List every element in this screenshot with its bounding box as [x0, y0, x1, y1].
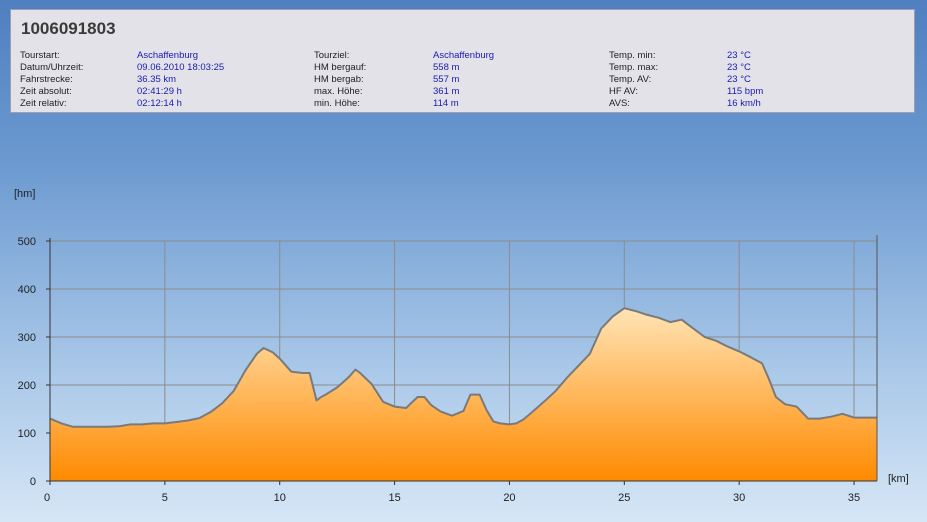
altitude-area: [50, 308, 877, 481]
y-tick-label: 0: [30, 476, 36, 488]
y-tick-label: 100: [18, 428, 36, 440]
altitude-line: [49, 307, 877, 428]
info-value: 115 bpm: [727, 86, 764, 97]
x-tick-label: 10: [274, 492, 286, 504]
x-tick-label: 0: [44, 492, 50, 504]
info-label: HM bergab:: [314, 74, 364, 85]
info-value: Aschaffenburg: [433, 50, 495, 61]
info-value: 02:41:29 h: [137, 86, 182, 97]
info-value: 557 m: [433, 74, 460, 85]
tour-title: 1006091803: [21, 19, 116, 38]
info-value: 02:12:14 h: [137, 98, 182, 109]
info-label: max. Höhe:: [314, 86, 363, 97]
y-tick-label: 300: [18, 332, 36, 344]
y-tick-label: 500: [18, 236, 36, 248]
info-value: 23 °C: [727, 62, 751, 73]
info-label: Zeit relativ:: [20, 98, 67, 109]
info-value: 558 m: [433, 62, 460, 73]
x-tick-label: 5: [162, 492, 168, 504]
info-label: HF AV:: [609, 86, 639, 97]
y-tick-label: 400: [18, 284, 36, 296]
info-value: 09.06.2010 18:03:25: [137, 62, 225, 73]
x-tick-label: 30: [733, 492, 745, 504]
x-tick-label: 15: [388, 492, 400, 504]
info-value: Aschaffenburg: [137, 50, 199, 61]
info-value: 23 °C: [727, 74, 751, 85]
info-label: AVS:: [609, 98, 630, 109]
info-value: 16 km/h: [727, 98, 761, 109]
x-tick-label: 25: [618, 492, 630, 504]
info-value: 23 °C: [727, 50, 751, 61]
info-label: Temp. min:: [609, 50, 656, 61]
info-label: Tourziel:: [314, 50, 350, 61]
info-label: Tourstart:: [20, 50, 60, 61]
info-label: min. Höhe:: [314, 98, 360, 109]
y-axis-label: [hm]: [14, 188, 35, 200]
info-value: 361 m: [433, 86, 460, 97]
x-tick-label: 35: [848, 492, 860, 504]
info-value: 114 m: [433, 98, 459, 109]
x-axis-label: [km]: [888, 473, 909, 485]
info-value: 36.35 km: [137, 74, 177, 85]
info-label: Temp. max:: [609, 62, 659, 73]
y-tick-label: 200: [18, 380, 36, 392]
info-label: Fahrstrecke:: [20, 74, 73, 85]
info-label: HM bergauf:: [314, 62, 367, 73]
info-label: Datum/Uhrzeit:: [20, 62, 84, 73]
x-tick-label: 20: [503, 492, 515, 504]
tour-info-panel: 1006091803 Tourstart: Aschaffenburg Datum/…: [10, 9, 915, 113]
info-label: Temp. AV:: [609, 74, 652, 85]
info-label: Zeit absolut:: [20, 86, 72, 97]
